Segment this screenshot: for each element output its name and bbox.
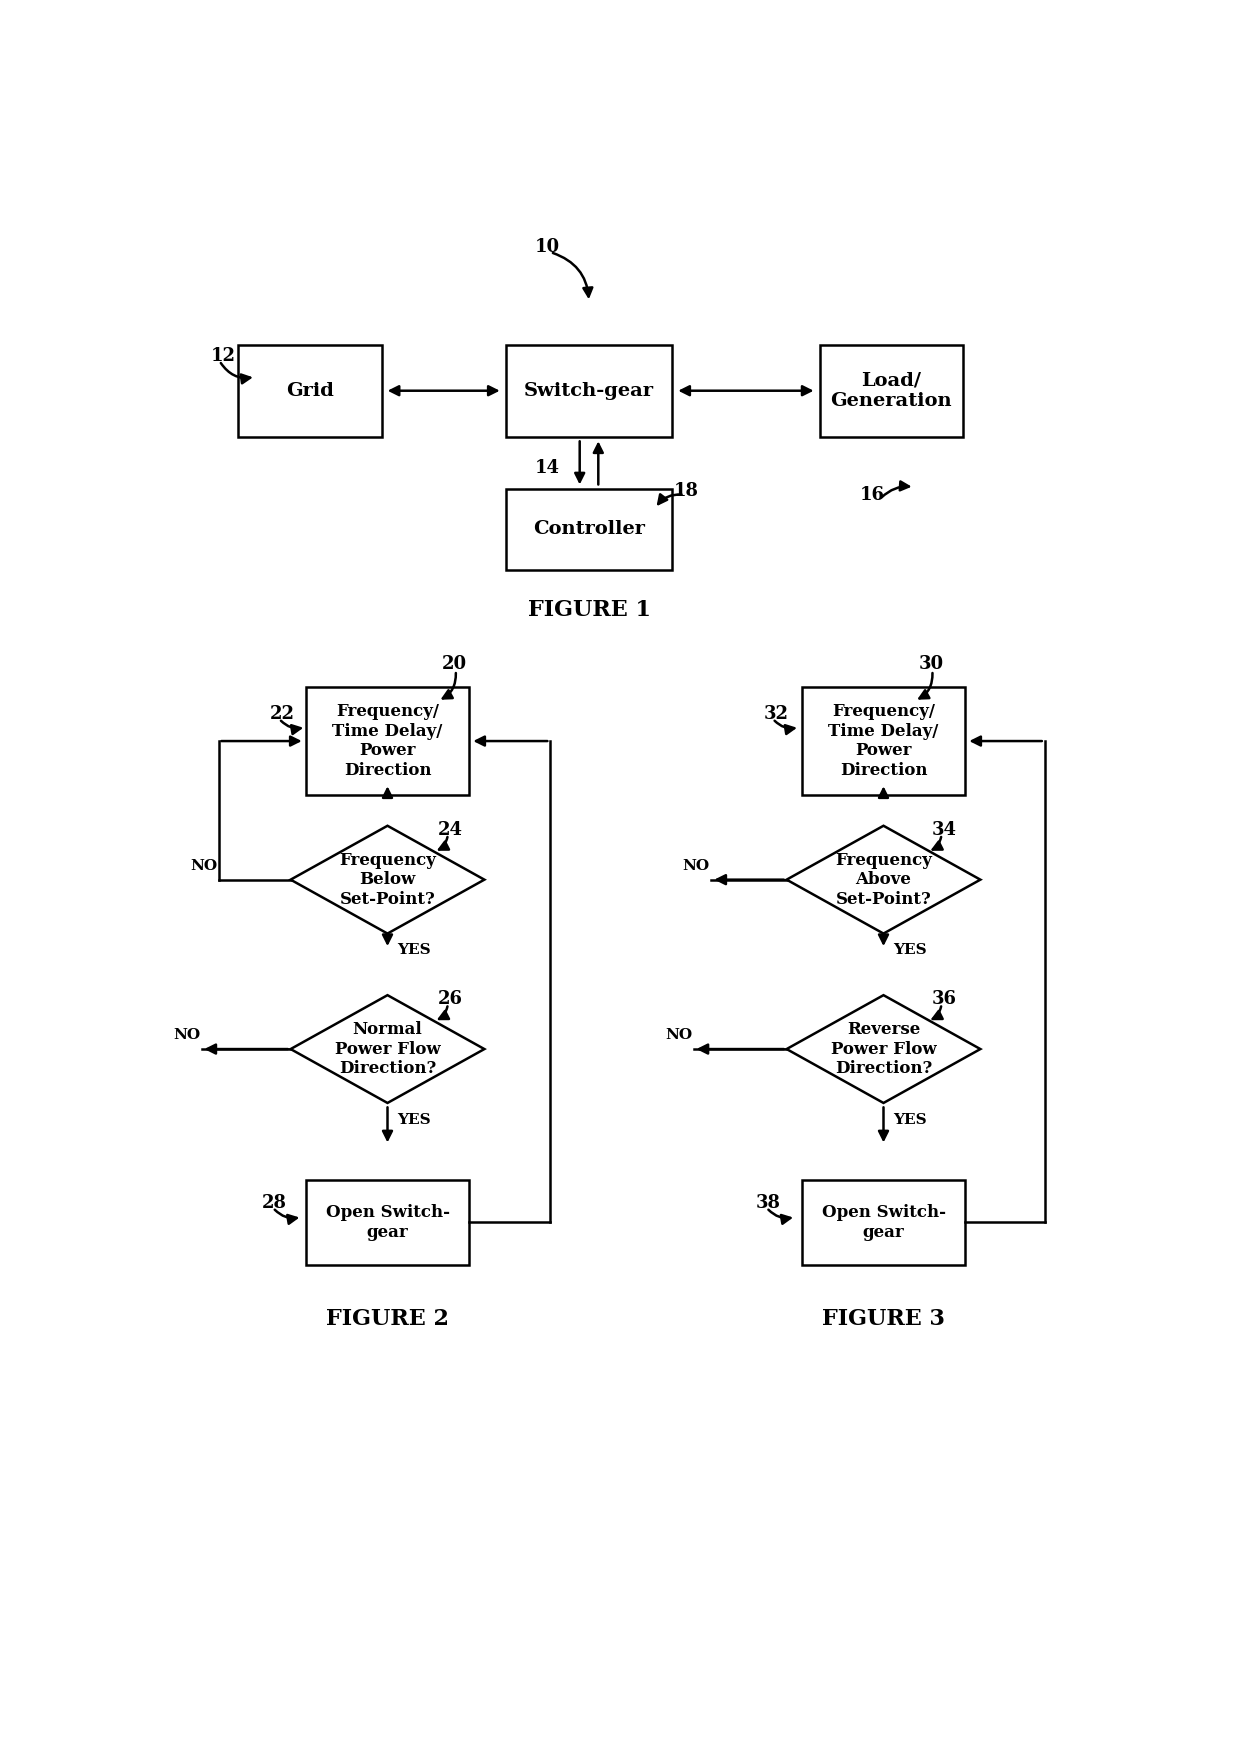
Text: YES: YES [397,944,430,958]
Text: 28: 28 [262,1194,286,1211]
Text: Open Switch-
gear: Open Switch- gear [325,1204,449,1241]
FancyBboxPatch shape [506,489,672,570]
FancyBboxPatch shape [506,344,672,437]
FancyBboxPatch shape [802,687,965,795]
FancyBboxPatch shape [802,1180,965,1264]
Text: 24: 24 [438,820,463,839]
Text: Normal
Power Flow
Direction?: Normal Power Flow Direction? [335,1021,440,1077]
Text: Frequency/
Time Delay/
Power
Direction: Frequency/ Time Delay/ Power Direction [332,703,443,780]
Text: Open Switch-
gear: Open Switch- gear [821,1204,945,1241]
Text: FIGURE 1: FIGURE 1 [527,600,651,621]
Text: YES: YES [893,1113,926,1127]
Text: Load/
Generation: Load/ Generation [831,371,952,411]
Text: 16: 16 [861,486,885,503]
Text: NO: NO [665,1028,692,1042]
Polygon shape [786,995,981,1103]
Text: NO: NO [190,858,217,872]
FancyBboxPatch shape [238,344,382,437]
FancyBboxPatch shape [306,1180,469,1264]
Text: 34: 34 [931,820,956,839]
Text: 10: 10 [534,238,560,255]
Text: 36: 36 [931,989,956,1009]
Text: NO: NO [172,1028,200,1042]
FancyBboxPatch shape [820,344,963,437]
Text: Frequency/
Time Delay/
Power
Direction: Frequency/ Time Delay/ Power Direction [828,703,939,780]
Text: Frequency
Below
Set-Point?: Frequency Below Set-Point? [339,851,436,907]
Text: 18: 18 [675,482,699,500]
Text: FIGURE 2: FIGURE 2 [326,1308,449,1330]
Text: FIGURE 3: FIGURE 3 [822,1308,945,1330]
Text: YES: YES [893,944,926,958]
Text: YES: YES [397,1113,430,1127]
Text: 12: 12 [211,348,236,365]
Text: 20: 20 [441,656,467,673]
Text: Reverse
Power Flow
Direction?: Reverse Power Flow Direction? [831,1021,936,1077]
Text: NO: NO [683,858,709,872]
FancyBboxPatch shape [306,687,469,795]
Text: 14: 14 [534,458,559,477]
Text: Controller: Controller [533,521,645,538]
Text: 26: 26 [438,989,463,1009]
Text: 38: 38 [755,1194,781,1211]
Text: 22: 22 [270,704,295,724]
Text: 32: 32 [764,704,789,724]
Polygon shape [290,995,485,1103]
Text: Frequency
Above
Set-Point?: Frequency Above Set-Point? [835,851,932,907]
Polygon shape [786,825,981,933]
Text: 30: 30 [919,656,944,673]
Text: Switch-gear: Switch-gear [525,381,653,400]
Text: Grid: Grid [286,381,334,400]
Polygon shape [290,825,485,933]
